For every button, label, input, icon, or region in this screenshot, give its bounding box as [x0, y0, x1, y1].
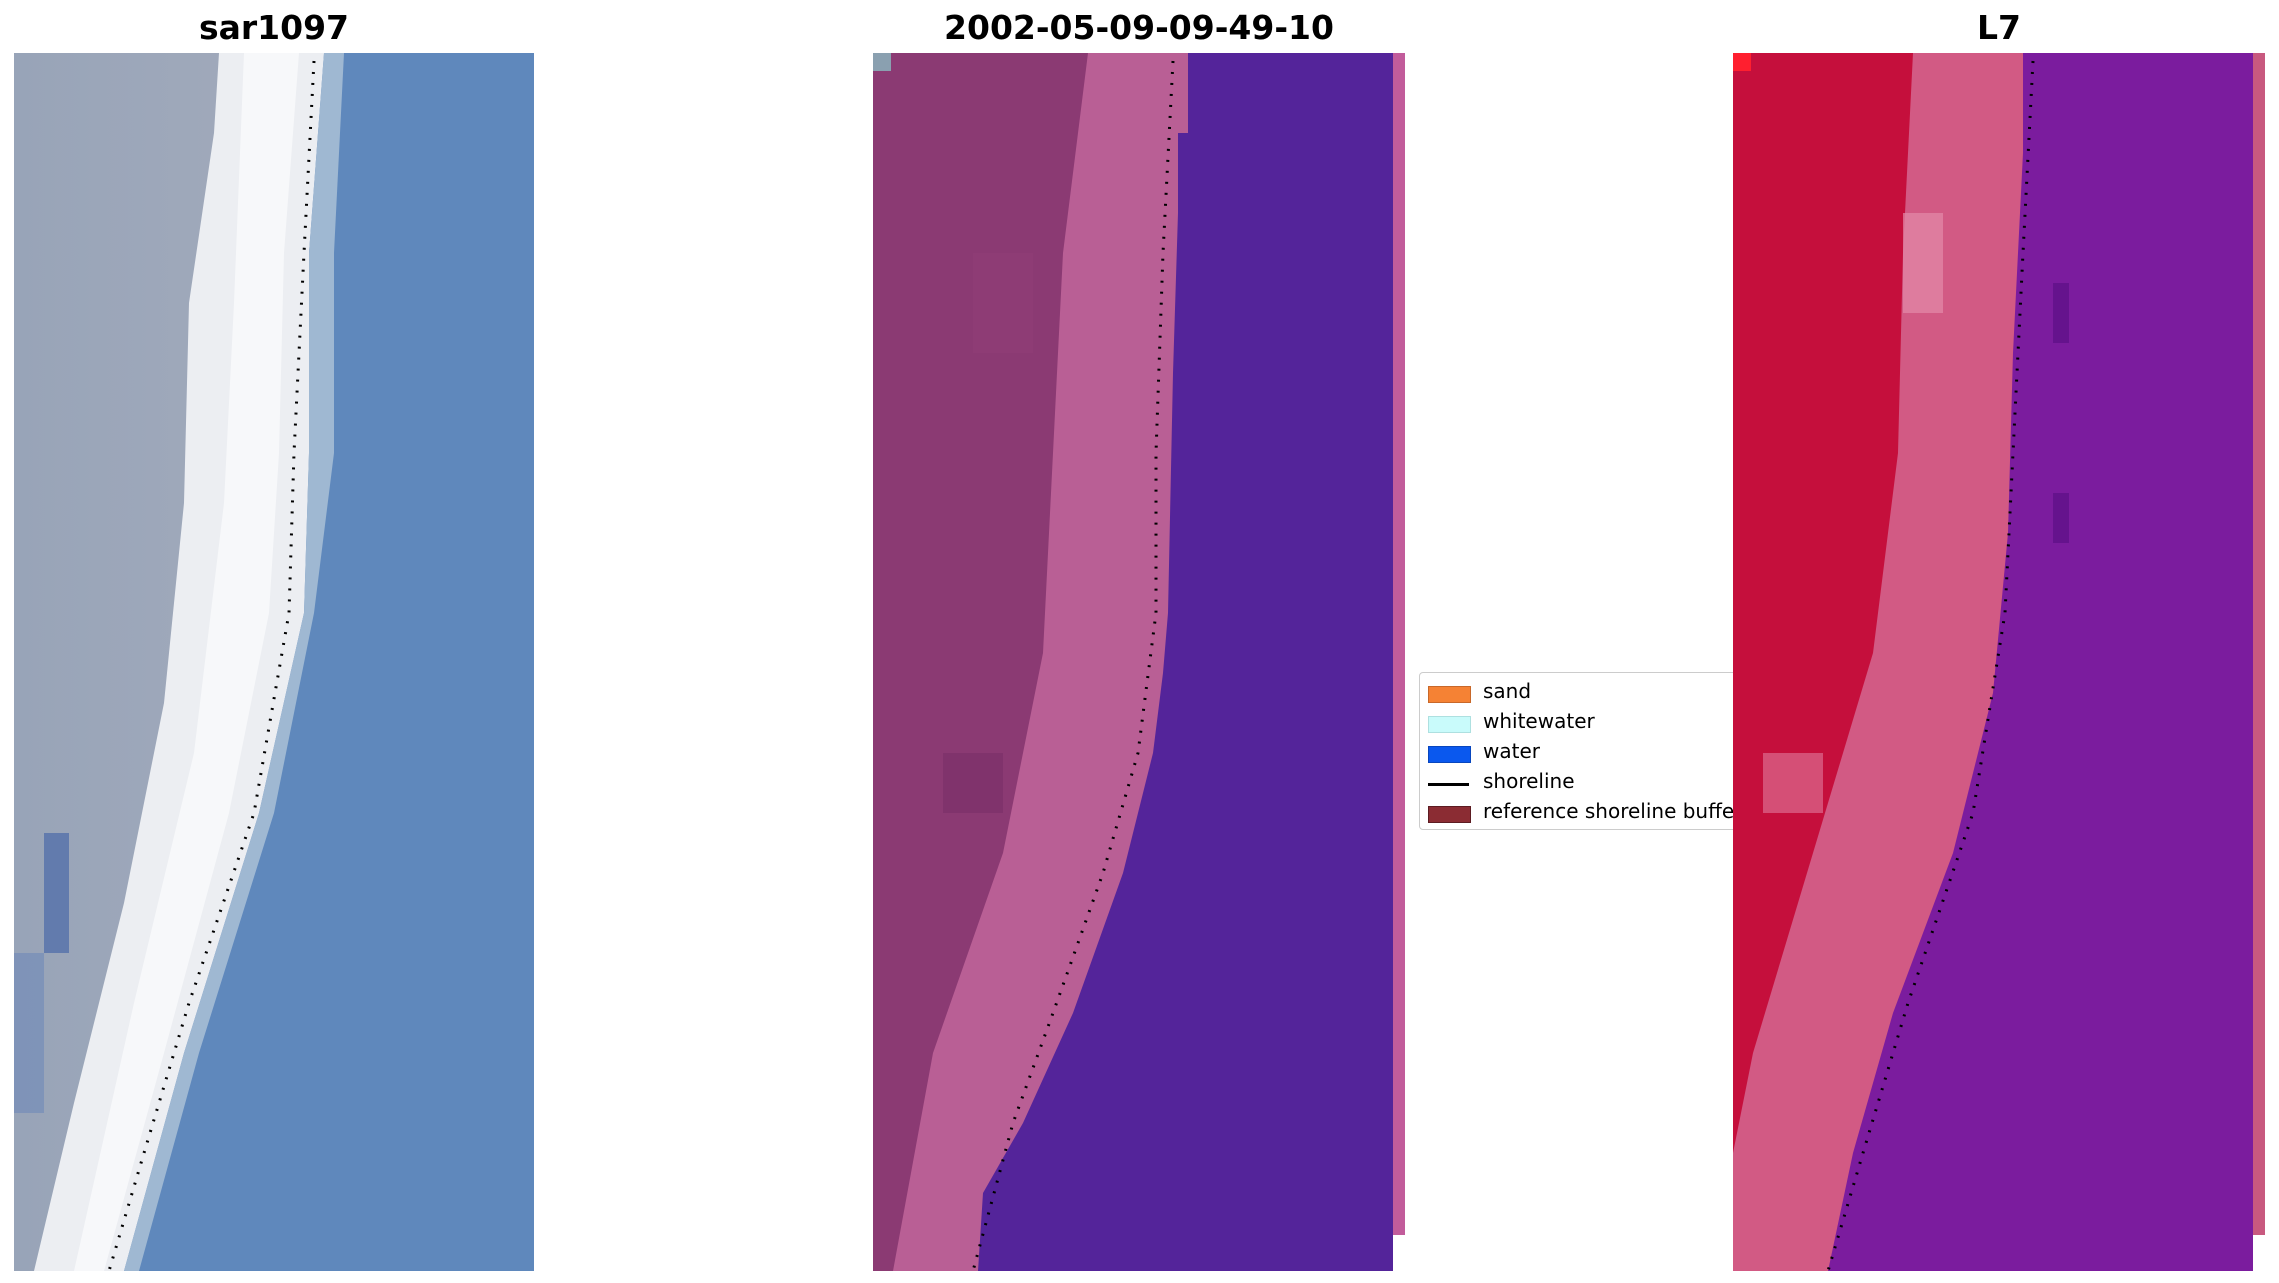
legend-label-water: water [1483, 739, 1540, 763]
legend-item-whitewater: whitewater [1420, 707, 1738, 737]
whitewater-swatch [1428, 716, 1471, 733]
water-swatch [1428, 746, 1471, 763]
legend-item-water: water [1420, 737, 1738, 767]
reference-buffer-swatch [1428, 806, 1471, 823]
legend-item-sand: sand [1420, 677, 1738, 707]
classified-image-panel [873, 53, 1405, 1271]
legend-occluder [1733, 660, 2253, 840]
legend-label-whitewater: whitewater [1483, 709, 1595, 733]
index-image-overlap [1733, 660, 2253, 840]
legend-item-reference-buffer: reference shoreline buffer [1420, 797, 1739, 827]
shoreline-overlay-2 [971, 60, 1175, 1271]
panel3-title: L7 [1977, 8, 2021, 47]
shoreline-swatch [1428, 783, 1469, 786]
legend: sand whitewater water shoreline referenc… [1419, 672, 1739, 830]
legend-label-reference-buffer: reference shoreline buffer [1483, 799, 1739, 823]
sand-swatch [1428, 686, 1471, 703]
panel1-title: sar1097 [198, 8, 350, 47]
classified-image [873, 53, 1405, 1271]
legend-label-sand: sand [1483, 679, 1532, 703]
legend-item-shoreline: shoreline [1420, 767, 1738, 797]
panel2-title: 2002-05-09-09-49-10 [944, 8, 1334, 47]
rgb-image-panel [14, 53, 534, 1271]
legend-label-shoreline: shoreline [1483, 769, 1575, 793]
rgb-image [14, 53, 534, 1271]
